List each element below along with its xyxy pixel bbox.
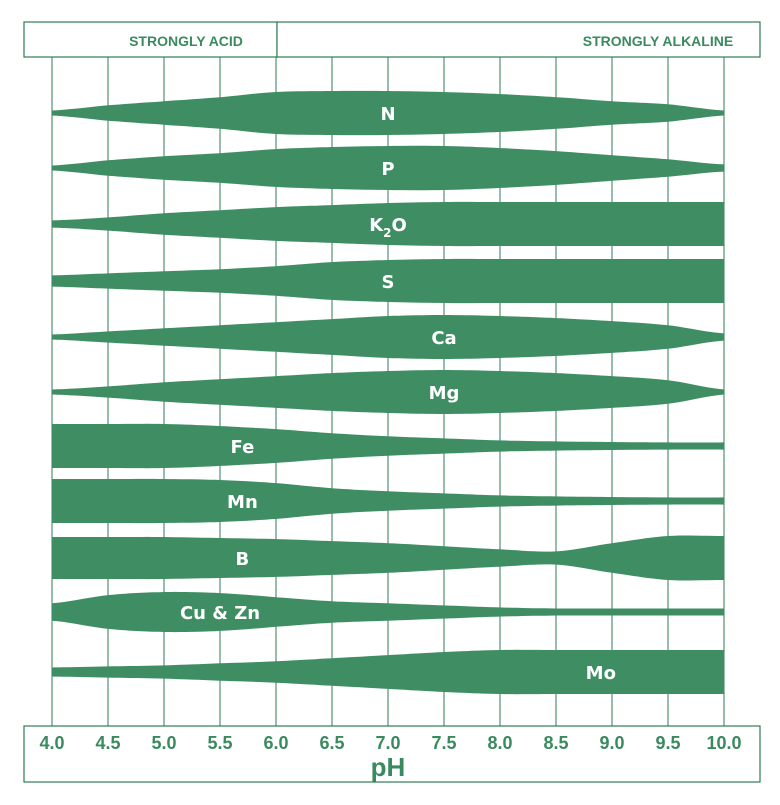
nutrient-label: Mg: [429, 383, 460, 404]
band-p: [52, 145, 724, 191]
nutrient-label: Ca: [431, 328, 456, 349]
x-tick-label: 4.5: [95, 733, 120, 753]
nutrient-label: P: [381, 159, 394, 180]
nutrient-label: Mo: [586, 663, 616, 684]
nutrient-label: B: [236, 549, 250, 570]
nutrient-label: Fe: [231, 437, 255, 458]
nutrient-bands: [52, 90, 724, 695]
x-axis-title: pH: [371, 752, 406, 782]
header-strongly-alkaline: STRONGLY ALKALINE: [583, 33, 733, 49]
x-axis-ticks: 4.0 4.5 5.0 5.5 6.0 6.5 7.0 7.5 8.0 8.5 9.0 9.5 10.0: [39, 733, 741, 753]
band-fe: [52, 423, 724, 469]
band-mn: [52, 478, 724, 524]
band-n: [52, 90, 724, 136]
header-box-right: [276, 21, 761, 58]
nutrient-label: N: [380, 104, 395, 125]
axis-box: [23, 725, 761, 783]
band-b: [52, 535, 724, 581]
x-tick-label: 6.0: [263, 733, 288, 753]
x-tick-label: 5.0: [151, 733, 176, 753]
band-s: [52, 258, 724, 304]
x-tick-label: 8.5: [543, 733, 568, 753]
x-tick-label: 6.5: [319, 733, 344, 753]
header-strongly-acid: STRONGLY ACID: [129, 33, 243, 49]
band-ca: [52, 315, 724, 359]
nutrient-label: S: [382, 272, 395, 293]
x-tick-label: 5.5: [207, 733, 232, 753]
x-tick-label: 7.0: [375, 733, 400, 753]
band-k2o: [52, 201, 724, 247]
band-mg: [52, 370, 724, 414]
nutrient-labels: N P K2O S Ca Mg Fe Mn B Cu & Zn Mo: [180, 104, 616, 684]
band-cu-zn: [52, 591, 724, 633]
nutrient-label: Cu & Zn: [180, 603, 260, 624]
x-tick-label: 4.0: [39, 733, 64, 753]
x-tick-label: 10.0: [706, 733, 741, 753]
header-box-left: [23, 21, 278, 58]
x-tick-label: 8.0: [487, 733, 512, 753]
band-mo: [52, 649, 724, 695]
x-tick-label: 7.5: [431, 733, 456, 753]
x-tick-label: 9.5: [655, 733, 680, 753]
nutrient-label: K2O: [369, 215, 407, 240]
nutrient-label: Mn: [227, 492, 258, 513]
x-tick-label: 9.0: [599, 733, 624, 753]
